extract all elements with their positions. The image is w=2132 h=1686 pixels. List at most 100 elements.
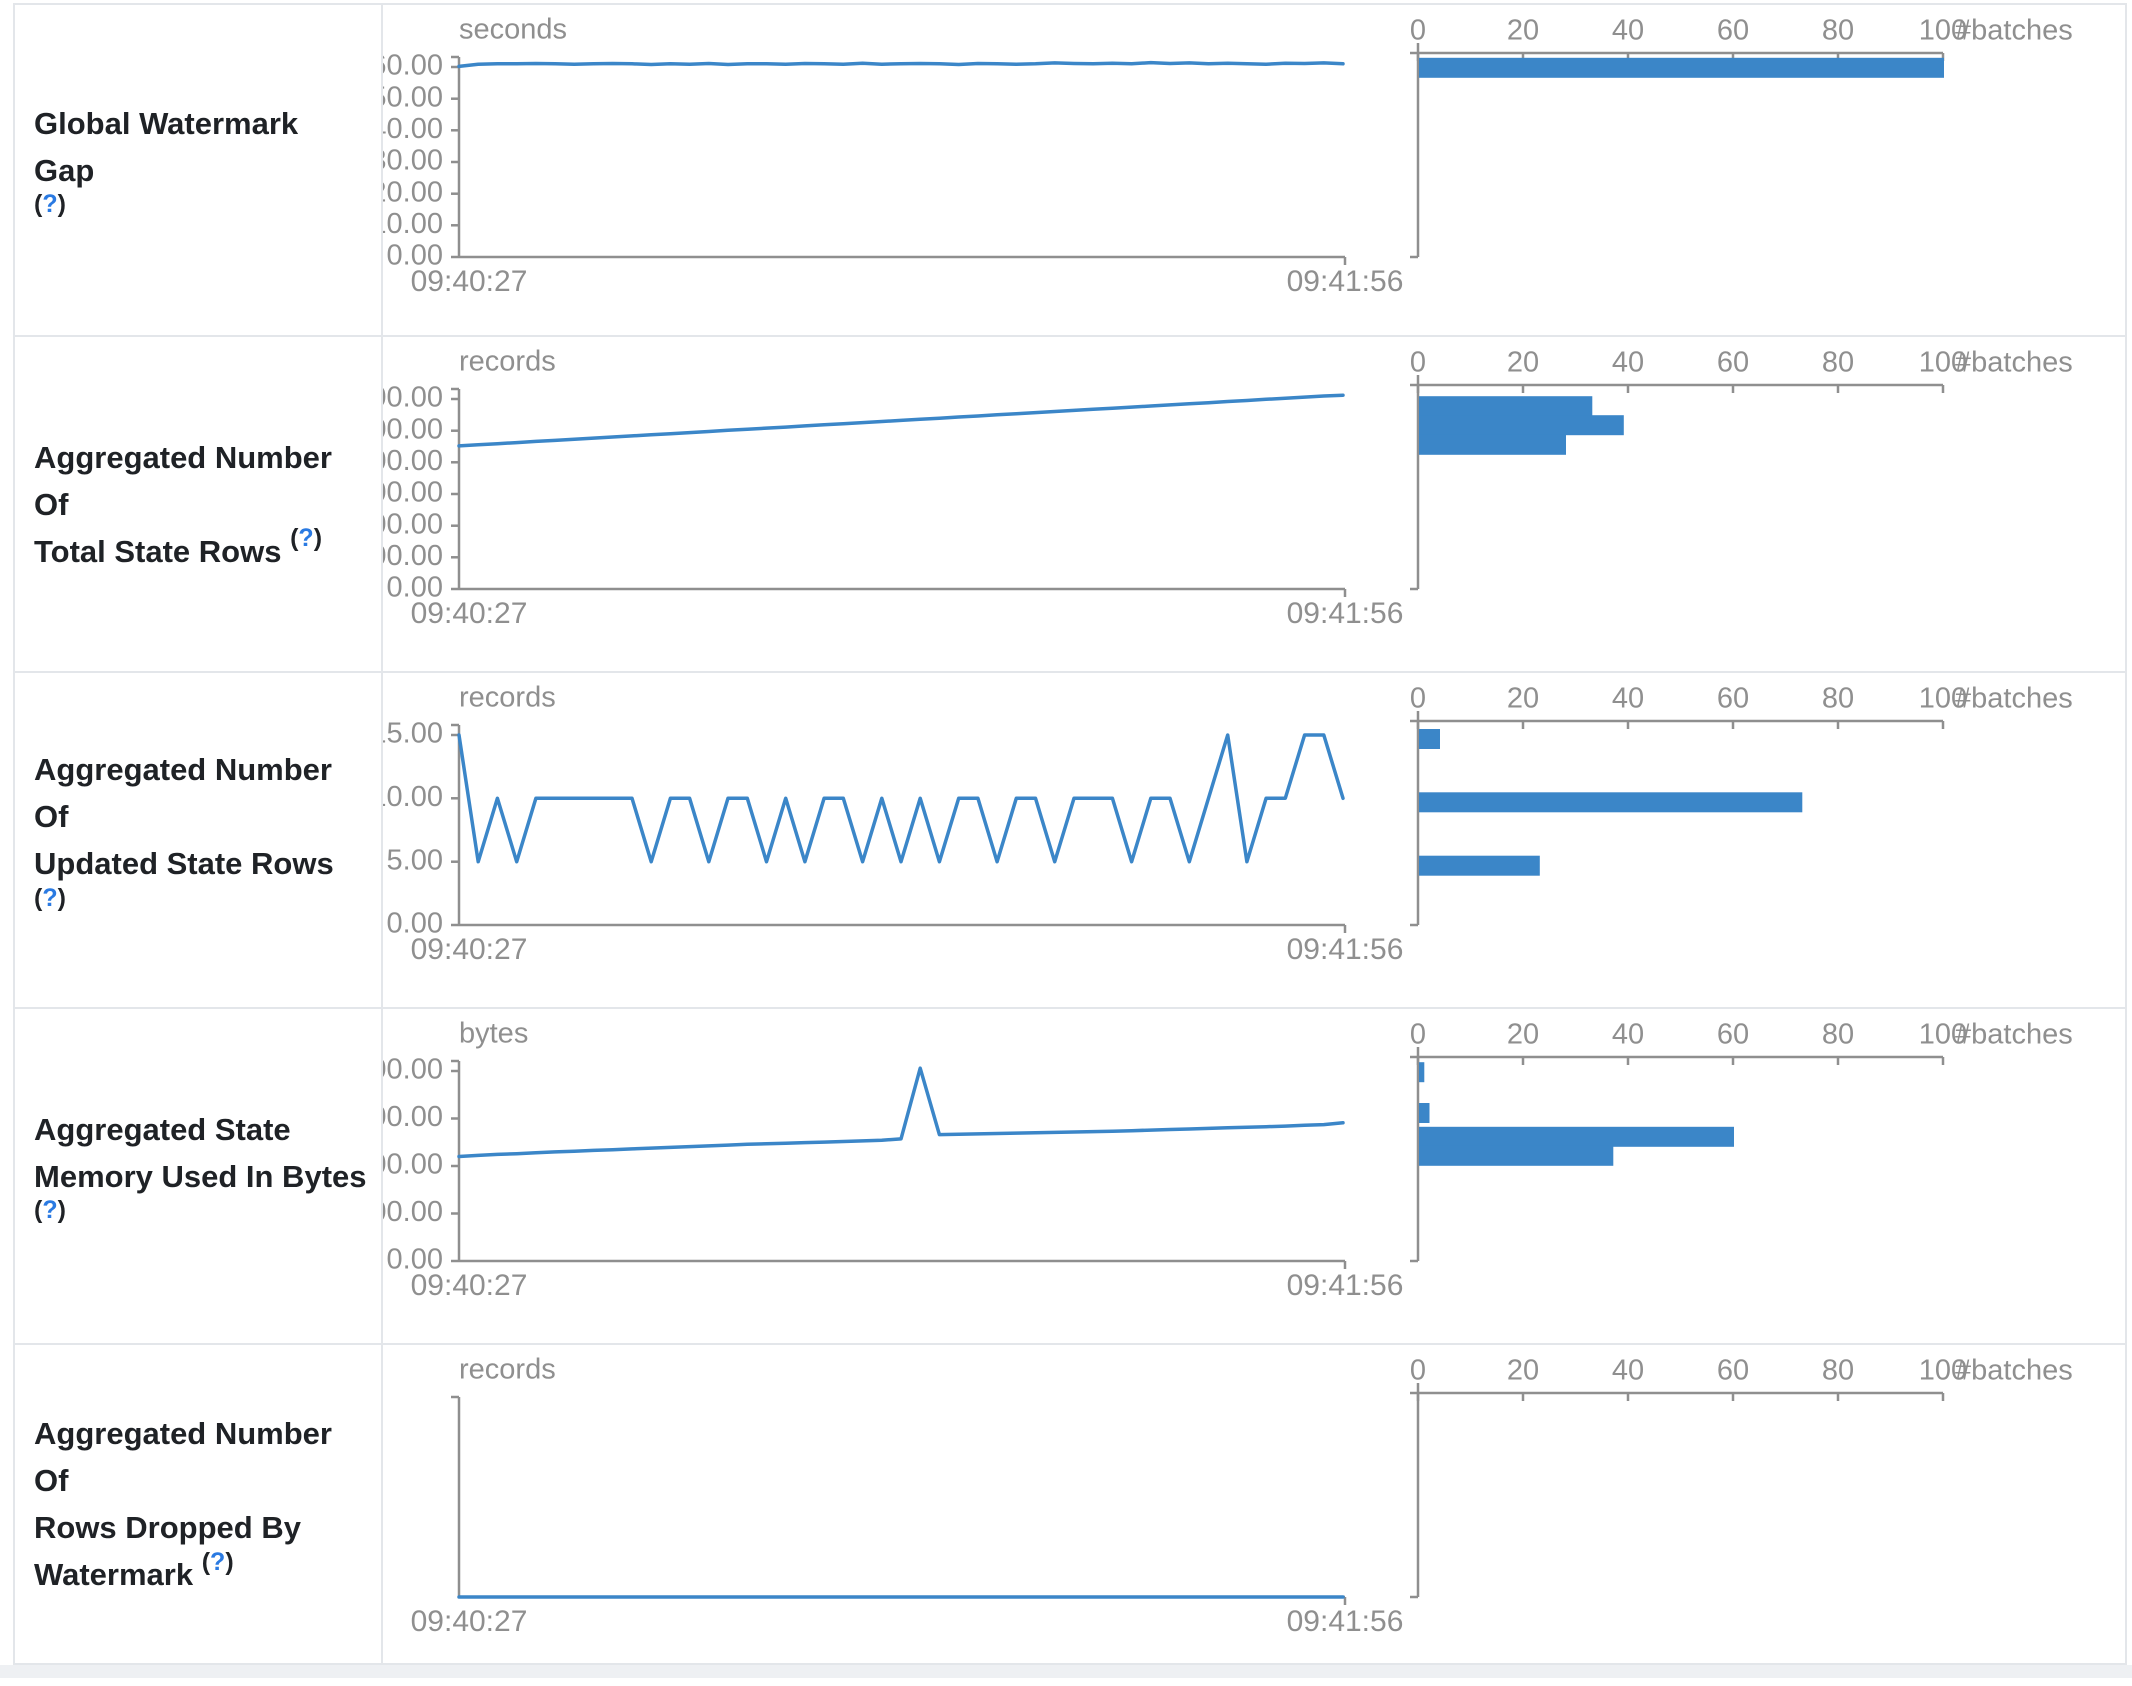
svg-text:seconds: seconds <box>459 14 567 46</box>
help-paren-open: ( <box>34 883 43 912</box>
histogram-chart: 0 20 40 60 80 100#batches <box>1410 15 2073 259</box>
svg-text:0.00: 0.00 <box>387 908 443 940</box>
svg-text:100: 100 <box>1919 1355 1967 1387</box>
metric-title: Aggregated State Memory Used In Bytes <box>34 1111 367 1194</box>
help-link[interactable]: ? <box>42 1196 58 1225</box>
metric-row: Global Watermark Gap (?) seconds 60.0050.… <box>15 5 2125 335</box>
help-paren-close: ) <box>57 883 66 912</box>
svg-text:09:41:56: 09:41:56 <box>1287 1605 1404 1638</box>
svg-text:5.00: 5.00 <box>387 844 443 876</box>
svg-text:500.00: 500.00 <box>383 540 443 572</box>
help-paren-open: ( <box>290 524 299 553</box>
svg-text:3,000.00: 3,000.00 <box>383 382 443 414</box>
svg-text:0: 0 <box>1410 1355 1426 1387</box>
svg-text:50.00: 50.00 <box>383 81 443 113</box>
svg-text:2,000.00: 2,000.00 <box>383 445 443 477</box>
metric-title: Aggregated Number Of Total State Rows <box>34 439 332 569</box>
svg-text:40: 40 <box>1612 683 1644 715</box>
svg-text:09:40:27: 09:40:27 <box>411 933 528 966</box>
svg-text:#batches: #batches <box>1955 1355 2073 1387</box>
help-paren-open: ( <box>34 190 43 219</box>
histogram-chart: 0 20 40 60 80 100#batches <box>1410 347 2073 591</box>
svg-text:40.00: 40.00 <box>383 113 443 145</box>
svg-text:records: records <box>459 682 556 714</box>
svg-text:20: 20 <box>1507 1355 1539 1387</box>
help-paren-open: ( <box>201 1547 211 1576</box>
histogram-chart: 0 20 40 60 80 100#batches <box>1410 683 2073 927</box>
help-link[interactable]: ? <box>42 190 58 219</box>
svg-text:0.00: 0.00 <box>387 240 443 272</box>
svg-text:09:40:27: 09:40:27 <box>411 1605 528 1638</box>
svg-text:10.00: 10.00 <box>383 208 443 240</box>
metric-title: Aggregated Number Of Updated State Rows <box>34 752 334 881</box>
svg-text:15.00: 15.00 <box>383 718 443 750</box>
metric-row: Aggregated State Memory Used In Bytes (?… <box>15 1007 2125 1343</box>
svg-text:10.00: 10.00 <box>383 781 443 813</box>
svg-text:0: 0 <box>1410 347 1426 379</box>
svg-text:20: 20 <box>1507 1019 1539 1051</box>
svg-text:40: 40 <box>1612 15 1644 47</box>
svg-text:0: 0 <box>1410 683 1426 715</box>
metric-label-cell: Aggregated Number Of Total State Rows (?… <box>15 337 383 671</box>
svg-text:2,500.00: 2,500.00 <box>383 413 443 445</box>
svg-text:100: 100 <box>1919 15 1967 47</box>
help-paren-close: ) <box>225 1547 234 1576</box>
svg-text:#batches: #batches <box>1955 15 2073 47</box>
svg-text:20.00: 20.00 <box>383 176 443 208</box>
help-badge: (?) <box>34 884 66 912</box>
metric-title: Global Watermark Gap <box>34 105 299 188</box>
svg-text:0: 0 <box>1410 15 1426 47</box>
svg-text:1,000.00: 1,000.00 <box>383 508 443 540</box>
svg-text:60: 60 <box>1717 683 1749 715</box>
histogram-chart: 0 20 40 60 80 100#batches <box>1410 1019 2073 1263</box>
svg-text:#batches: #batches <box>1955 1019 2073 1051</box>
metric-charts-cell: bytes 2,000,000.00 1,500,000.00 1,000,000.0… <box>383 1009 2125 1343</box>
svg-text:0: 0 <box>1410 1019 1426 1051</box>
svg-text:500,000.00: 500,000.00 <box>383 1196 443 1228</box>
metric-label-cell: Global Watermark Gap (?) <box>15 5 383 335</box>
help-badge: (?) <box>290 524 322 552</box>
metric-row: Aggregated Number Of Total State Rows (?… <box>15 335 2125 671</box>
svg-text:100: 100 <box>1919 1019 1967 1051</box>
svg-text:0.00: 0.00 <box>387 1244 443 1276</box>
metric-row: Aggregated Number Of Updated State Rows … <box>15 671 2125 1007</box>
svg-text:60: 60 <box>1717 15 1749 47</box>
metric-label: Aggregated Number Of Total State Rows (?… <box>34 434 367 575</box>
metric-label-cell: Aggregated State Memory Used In Bytes (?… <box>15 1009 383 1343</box>
metric-charts-cell: seconds 60.0050.0040.0030.0020.0010.000.0… <box>383 5 2125 335</box>
help-paren-close: ) <box>57 1196 66 1225</box>
help-badge: (?) <box>34 190 66 218</box>
histogram-chart: 0 20 40 60 80 100#batches <box>1410 1355 2073 1599</box>
metric-charts-svg: records3,000.002,500.002,000.001,500.001… <box>383 346 2073 630</box>
svg-text:1,000,000.00: 1,000,000.00 <box>383 1149 443 1181</box>
streaming-statistics-page: Global Watermark Gap (?) seconds 60.0050.… <box>0 3 2132 1678</box>
svg-text:20: 20 <box>1507 347 1539 379</box>
svg-text:2,000,000.00: 2,000,000.00 <box>383 1054 443 1086</box>
metric-label: Aggregated State Memory Used In Bytes (?… <box>34 1106 367 1247</box>
svg-text:80: 80 <box>1822 1355 1854 1387</box>
timeline-chart: records 3,000.002,500.002,000.001,500.001… <box>383 346 1403 630</box>
help-badge: (?) <box>202 1548 234 1576</box>
svg-text:records: records <box>459 346 556 378</box>
help-link[interactable]: ? <box>298 524 314 553</box>
timeline-chart: bytes 2,000,000.00 1,500,000.00 1,000,000.0… <box>383 1018 1403 1302</box>
metric-label: Global Watermark Gap (?) <box>34 100 367 241</box>
svg-text:09:40:27: 09:40:27 <box>411 265 528 298</box>
timeline-chart: records 09:40:27 09:41:56 <box>411 1354 1404 1638</box>
svg-text:0.00: 0.00 <box>387 572 443 604</box>
svg-text:60: 60 <box>1717 1019 1749 1051</box>
help-link[interactable]: ? <box>210 1547 226 1576</box>
svg-text:20: 20 <box>1507 15 1539 47</box>
svg-text:09:41:56: 09:41:56 <box>1287 265 1404 298</box>
help-badge: (?) <box>34 1196 66 1224</box>
svg-text:09:40:27: 09:40:27 <box>411 597 528 630</box>
timeline-chart: seconds 60.0050.0040.0030.0020.0010.000.0… <box>383 14 1403 298</box>
svg-text:#batches: #batches <box>1955 683 2073 715</box>
svg-text:40: 40 <box>1612 1019 1644 1051</box>
help-link[interactable]: ? <box>42 883 58 912</box>
svg-text:records: records <box>459 1354 556 1386</box>
help-paren-close: ) <box>313 524 323 553</box>
svg-text:100: 100 <box>1919 347 1967 379</box>
